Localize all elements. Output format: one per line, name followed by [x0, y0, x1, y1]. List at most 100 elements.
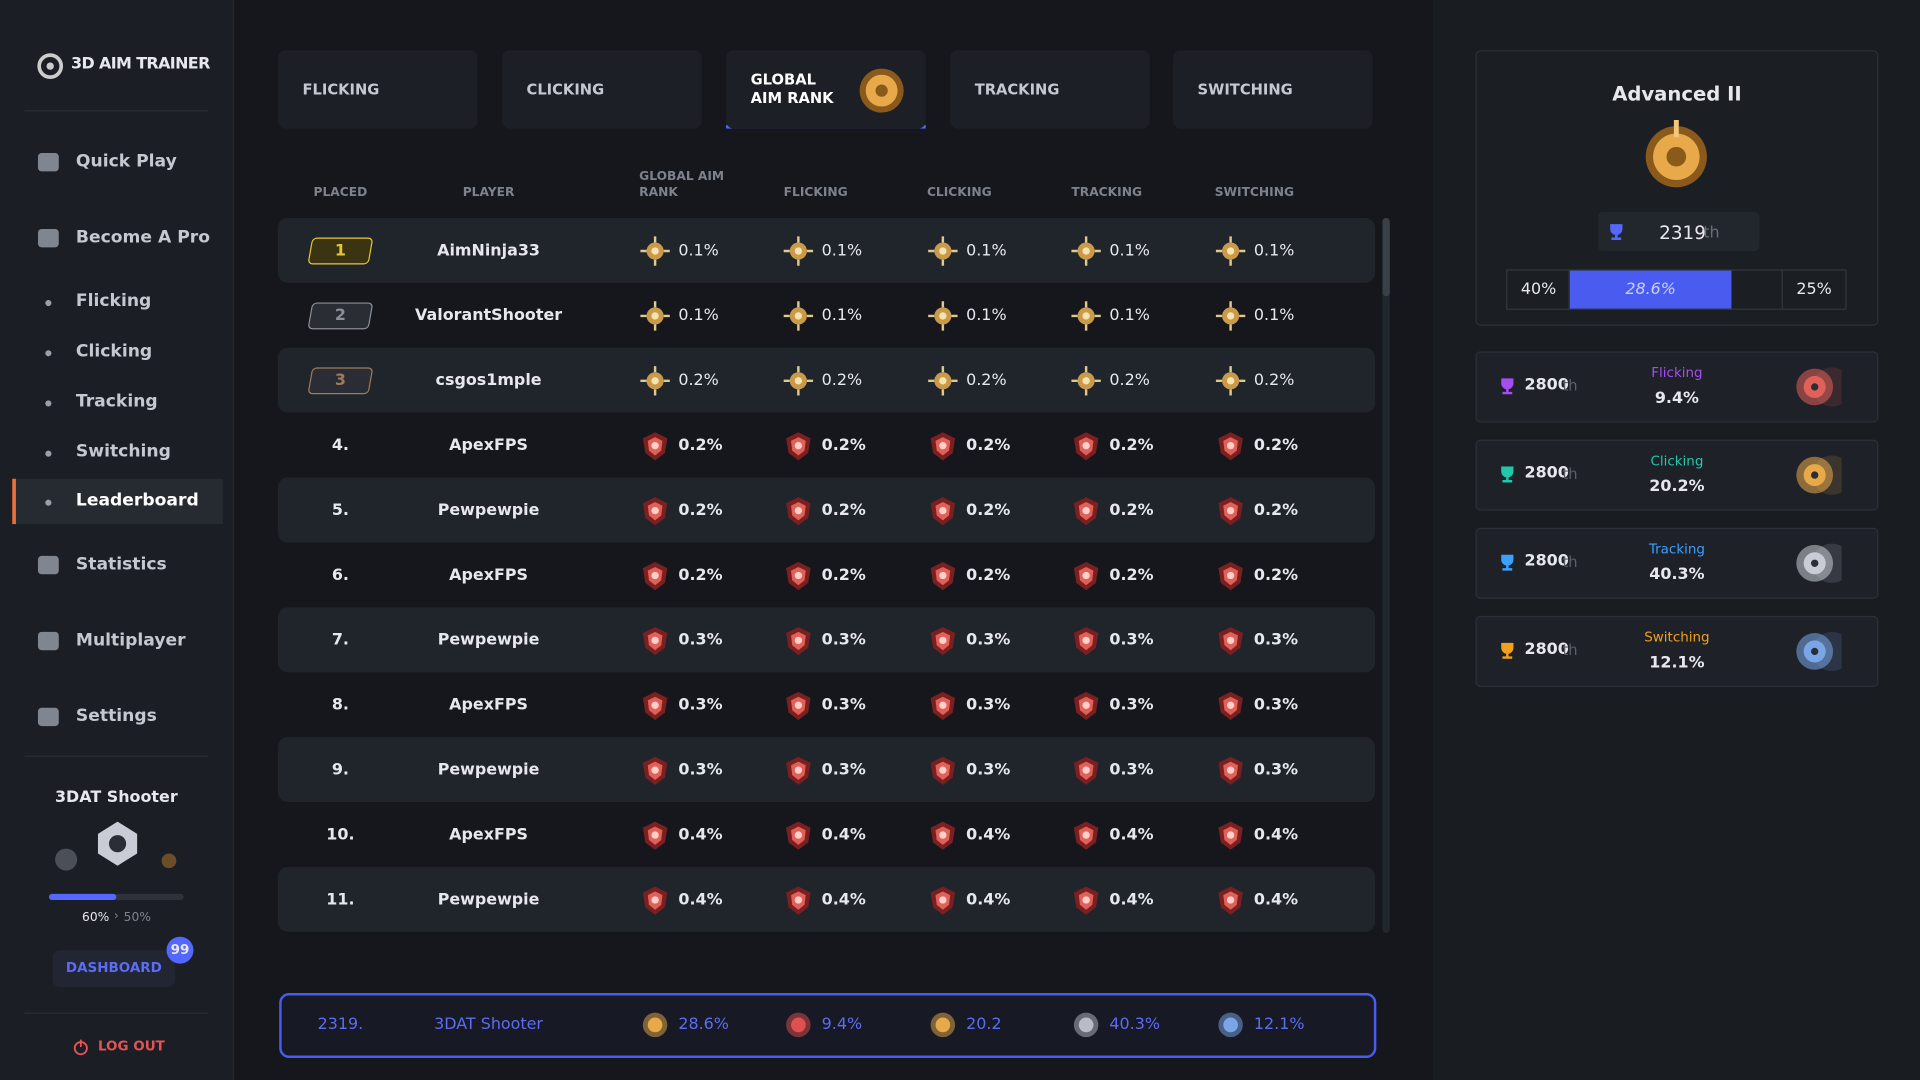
- tab-label: TRACKING: [974, 80, 1060, 98]
- percentile: 0.2%: [821, 435, 866, 455]
- category-name: Flicking: [1651, 364, 1703, 381]
- column-header: GLOBAL AIM RANK: [639, 170, 725, 200]
- nav-dot: [45, 499, 52, 506]
- rank-icon: [927, 364, 959, 396]
- rank-icon: [1070, 559, 1102, 591]
- tab-label: SWITCHING: [1197, 80, 1293, 98]
- percentile: 0.3%: [966, 630, 1011, 649]
- rank-icon: [642, 1011, 669, 1038]
- rank-icon: [929, 1011, 956, 1038]
- percentile: 0.4%: [821, 890, 866, 909]
- nav-item[interactable]: Multiplayer: [75, 630, 186, 651]
- notification-badge: 99: [166, 936, 194, 964]
- percentile: 0.2%: [1253, 500, 1299, 520]
- category-card[interactable]: [1475, 527, 1879, 599]
- rank-icon: [1070, 754, 1102, 786]
- rank-icon: [1070, 494, 1102, 526]
- percentile: 0.4%: [1253, 890, 1299, 909]
- nav-item[interactable]: Switching: [75, 442, 171, 462]
- category-value: 12.1%: [1649, 653, 1705, 673]
- percentile: 0.4%: [678, 890, 723, 909]
- nav-icon: [37, 631, 59, 651]
- rank-icon: [782, 494, 814, 526]
- percentile: 0.3%: [1109, 760, 1154, 779]
- percentile: 0.4%: [1109, 890, 1154, 909]
- player-name: Pewpewpie: [437, 630, 540, 649]
- rank-icon: [639, 494, 671, 526]
- player-name: Pewpewpie: [437, 500, 540, 520]
- nav-item[interactable]: Flicking: [75, 291, 152, 312]
- separator: [1781, 269, 1783, 309]
- rank-icon: [927, 299, 959, 331]
- rank-suffix: th: [1562, 465, 1578, 483]
- nav-item[interactable]: Quick Play: [75, 151, 177, 172]
- nav-item[interactable]: Clicking: [75, 341, 153, 362]
- rank-icon: [782, 689, 814, 721]
- percentile: 0.1%: [966, 241, 1007, 260]
- category-icon: [1788, 360, 1852, 414]
- percentile: 0.3%: [821, 630, 866, 649]
- player-name: ApexFPS: [449, 435, 528, 455]
- percentile: 20.2: [966, 1015, 1002, 1035]
- row-bg: [277, 477, 1376, 543]
- tab[interactable]: SWITCHING: [1173, 50, 1373, 129]
- percentile: 0.4%: [966, 825, 1011, 844]
- dashboard-button[interactable]: DASHBOARD: [52, 950, 176, 987]
- logout-icon: [73, 1039, 88, 1056]
- percentile: 0.2%: [966, 435, 1011, 455]
- divider: [24, 110, 209, 112]
- percentile: 0.1%: [1109, 306, 1150, 325]
- rank-icon: [1215, 234, 1247, 266]
- rank-icon: [927, 429, 959, 461]
- tab[interactable]: FLICKING: [277, 50, 478, 129]
- percentile: 0.3%: [678, 630, 723, 649]
- percentile: 9.4%: [821, 1015, 863, 1035]
- profile-rank-icons: [55, 821, 177, 871]
- rank-progress-fill: [1569, 270, 1732, 309]
- rank-icon: [1215, 494, 1247, 526]
- rank-icon: [1070, 883, 1102, 915]
- tab[interactable]: TRACKING: [950, 50, 1150, 129]
- rank-icon: [639, 754, 671, 786]
- rank-box: [1597, 211, 1760, 252]
- rank-icon: [927, 883, 959, 915]
- percentile: 40.3%: [1109, 1015, 1160, 1035]
- category-value: 40.3%: [1649, 565, 1705, 585]
- percentile: 0.2%: [966, 500, 1011, 520]
- percentile: 0.2%: [821, 500, 866, 520]
- placed: 11.: [326, 890, 355, 909]
- rank-icon: [927, 624, 959, 656]
- rank-suffix: th: [1703, 224, 1720, 243]
- rank-icon: [1215, 624, 1247, 656]
- rank-icon: [1070, 429, 1102, 461]
- rank-icon: [927, 819, 959, 851]
- category-name: Clicking: [1650, 453, 1704, 469]
- player-name: ApexFPS: [449, 565, 528, 585]
- nav-item[interactable]: Settings: [75, 706, 157, 727]
- nav-item[interactable]: Become A Pro: [75, 227, 211, 248]
- percentile: 0.2%: [1109, 565, 1154, 585]
- rank-icon: [639, 689, 671, 721]
- percentile: 0.2%: [678, 435, 723, 455]
- rank-icon: [927, 689, 959, 721]
- percentile: 0.3%: [678, 695, 723, 714]
- row-bg: [277, 866, 1376, 932]
- rank-icon: [639, 364, 671, 396]
- percentile: 0.1%: [821, 306, 863, 325]
- scrollbar-thumb[interactable]: [1382, 217, 1390, 297]
- logout-button[interactable]: LOG OUT: [97, 1038, 165, 1055]
- nav-item[interactable]: Statistics: [75, 554, 167, 575]
- logo-icon: [37, 53, 64, 79]
- placed: 10.: [326, 825, 355, 844]
- nav-item[interactable]: Leaderboard: [75, 491, 199, 511]
- player-name: ValorantShooter: [415, 306, 563, 325]
- category-rank: 2800: [1524, 640, 1569, 659]
- nav-item[interactable]: Tracking: [75, 391, 158, 412]
- rank-icon: [1070, 299, 1102, 331]
- percentile: 0.1%: [1253, 241, 1295, 260]
- tab[interactable]: CLICKING: [502, 50, 702, 129]
- prev-percent: 40%: [1520, 280, 1557, 299]
- nav-dot: [45, 350, 52, 357]
- tab[interactable]: GLOBAL AIM RANK: [726, 50, 926, 129]
